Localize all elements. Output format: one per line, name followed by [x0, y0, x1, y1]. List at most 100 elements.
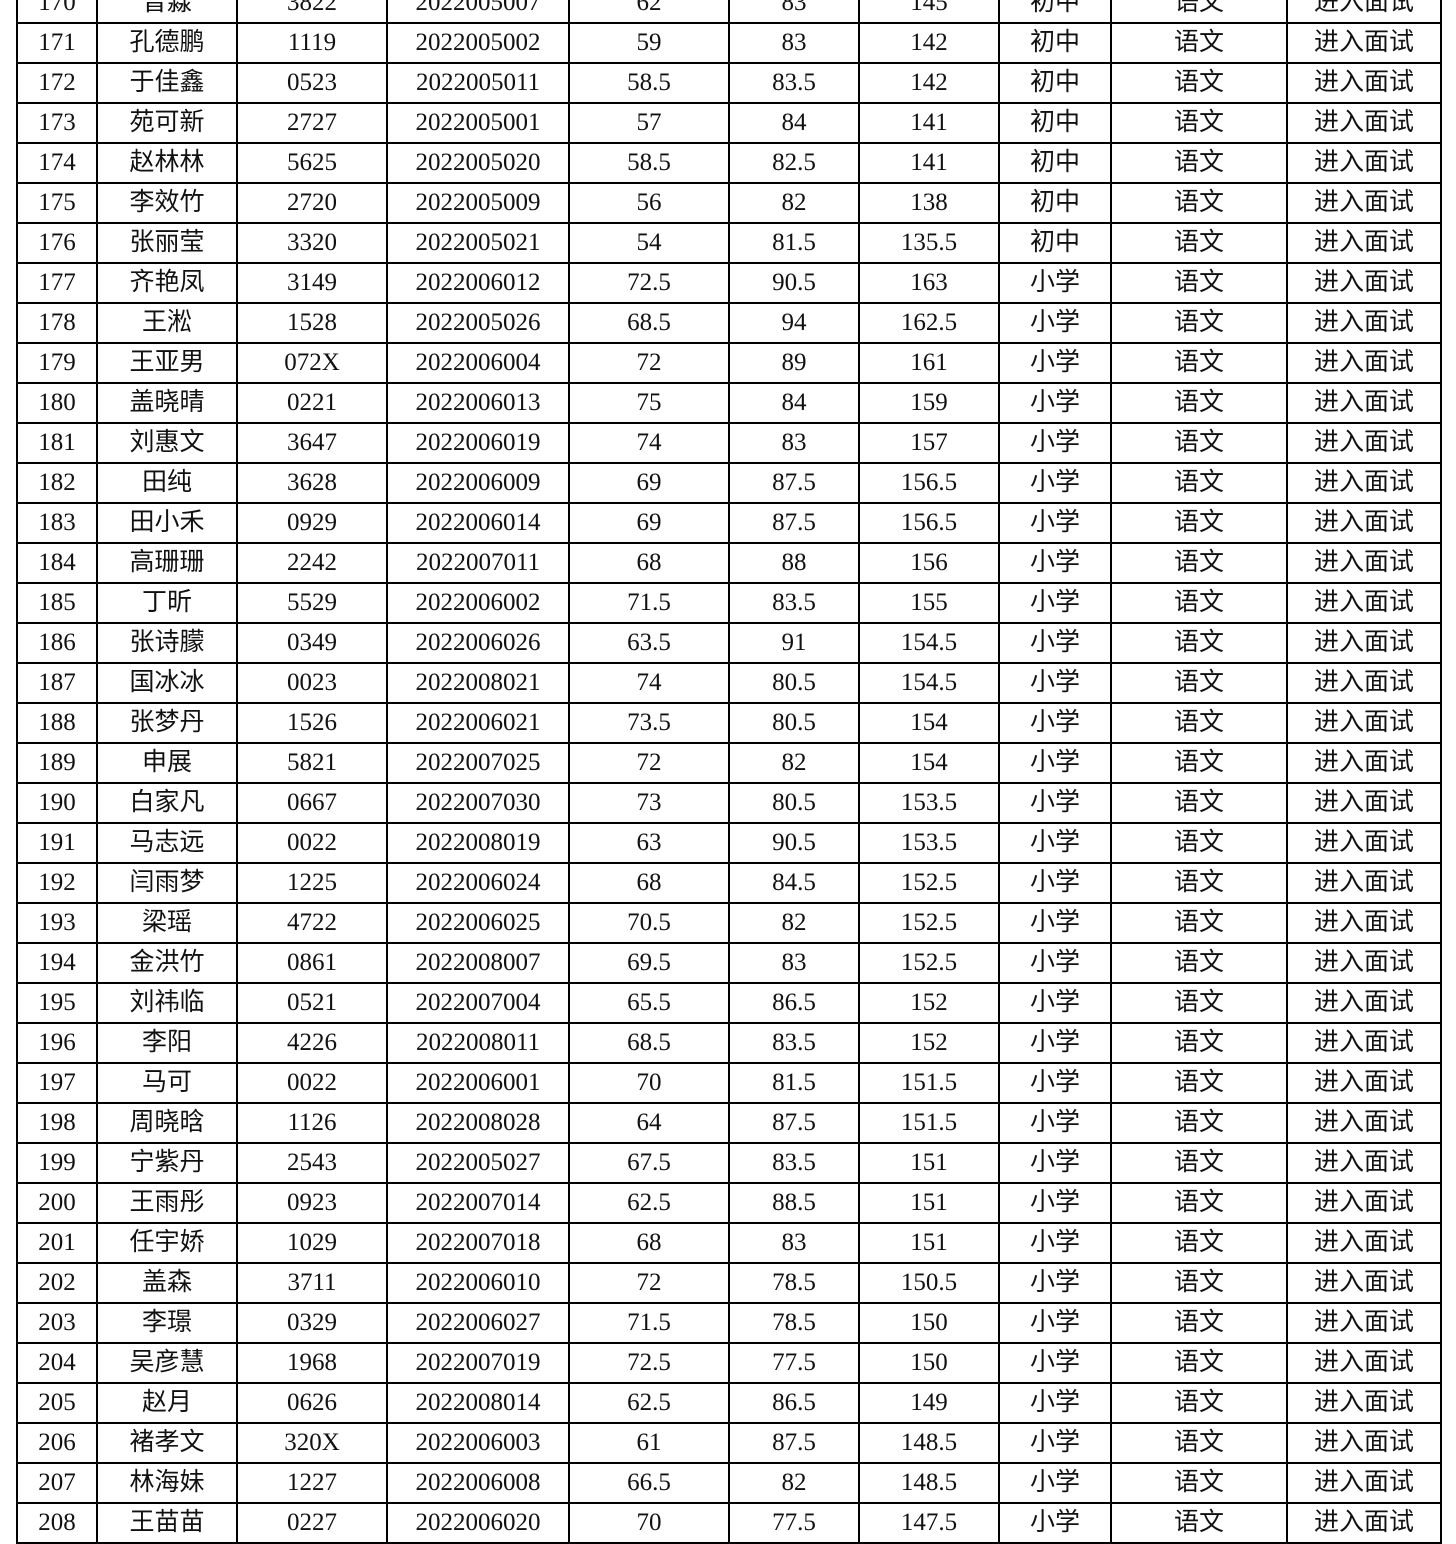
- cell-subject: 语文: [1110, 1222, 1288, 1264]
- cell-result: 进入面试: [1286, 262, 1442, 304]
- cell-total: 156.5: [858, 502, 1000, 544]
- cell-id-tail: 0023: [236, 662, 388, 704]
- cell-second-score: 83.5: [728, 62, 860, 104]
- cell-level: 初中: [998, 62, 1112, 104]
- cell-name: 王苗苗: [96, 1502, 238, 1544]
- cell-subject: 语文: [1110, 1062, 1288, 1104]
- table-row: 196 李阳 4226 2022008011 68.5 83.5 152 小学 语文 进入面试: [16, 1022, 1442, 1064]
- cell-name: 孔德鹏: [96, 22, 238, 64]
- cell-name: 闫雨梦: [96, 862, 238, 904]
- cell-result: 进入面试: [1286, 142, 1442, 184]
- cell-subject: 语文: [1110, 1102, 1288, 1144]
- table-row: 205 赵月 0626 2022008014 62.5 86.5 149 小学 语文 进入面试: [16, 1382, 1442, 1424]
- cell-level: 小学: [998, 1502, 1112, 1544]
- cell-result: 进入面试: [1286, 222, 1442, 264]
- cell-seq: 183: [16, 502, 98, 544]
- table-row: 179 王亚男 072X 2022006004 72 89 161 小学 语文 进入面试: [16, 342, 1442, 384]
- cell-seq: 176: [16, 222, 98, 264]
- cell-total: 154.5: [858, 622, 1000, 664]
- cell-written-score: 74: [568, 422, 730, 464]
- cell-total: 153.5: [858, 822, 1000, 864]
- cell-id-tail: 0349: [236, 622, 388, 664]
- cell-level: 小学: [998, 1382, 1112, 1424]
- table-row: 187 国冰冰 0023 2022008021 74 80.5 154.5 小学 语文 进入面试: [16, 662, 1442, 704]
- table-row: 171 孔德鹏 1119 2022005002 59 83 142 初中 语文 进入面试: [16, 22, 1442, 64]
- cell-result: 进入面试: [1286, 822, 1442, 864]
- cell-name: 田小禾: [96, 502, 238, 544]
- cell-written-score: 67.5: [568, 1142, 730, 1184]
- cell-result: 进入面试: [1286, 982, 1442, 1024]
- cell-result: 进入面试: [1286, 1302, 1442, 1344]
- cell-total: 151: [858, 1182, 1000, 1224]
- cell-name: 国冰冰: [96, 662, 238, 704]
- cell-subject: 语文: [1110, 502, 1288, 544]
- cell-result: 进入面试: [1286, 1262, 1442, 1304]
- cell-result: 进入面试: [1286, 422, 1442, 464]
- cell-seq: 180: [16, 382, 98, 424]
- cell-written-score: 54: [568, 222, 730, 264]
- cell-level: 小学: [998, 582, 1112, 624]
- cell-level: 小学: [998, 822, 1112, 864]
- cell-subject: 语文: [1110, 1342, 1288, 1384]
- cell-name: 王淞: [96, 302, 238, 344]
- cell-subject: 语文: [1110, 142, 1288, 184]
- cell-name: 李阳: [96, 1022, 238, 1064]
- table-row: 203 李璟 0329 2022006027 71.5 78.5 150 小学 语文 进入面试: [16, 1302, 1442, 1344]
- cell-name: 盖森: [96, 1262, 238, 1304]
- cell-total: 135.5: [858, 222, 1000, 264]
- table-row: 176 张丽莹 3320 2022005021 54 81.5 135.5 初中 语文 进入面试: [16, 222, 1442, 264]
- cell-total: 141: [858, 102, 1000, 144]
- cell-second-score: 87.5: [728, 462, 860, 504]
- cell-written-score: 69.5: [568, 942, 730, 984]
- cell-name: 田纯: [96, 462, 238, 504]
- cell-subject: 语文: [1110, 942, 1288, 984]
- table-row: 184 高珊珊 2242 2022007011 68 88 156 小学 语文 进入面试: [16, 542, 1442, 584]
- cell-subject: 语文: [1110, 862, 1288, 904]
- cell-subject: 语文: [1110, 542, 1288, 584]
- cell-result: 进入面试: [1286, 1022, 1442, 1064]
- cell-total: 145: [858, 0, 1000, 24]
- cell-id-tail: 5625: [236, 142, 388, 184]
- cell-exam-no: 2022008028: [386, 1102, 570, 1144]
- table-row: 189 申展 5821 2022007025 72 82 154 小学 语文 进入面试: [16, 742, 1442, 784]
- cell-subject: 语文: [1110, 742, 1288, 784]
- cell-written-score: 69: [568, 462, 730, 504]
- table-row: 188 张梦丹 1526 2022006021 73.5 80.5 154 小学 语文 进入面试: [16, 702, 1442, 744]
- cell-id-tail: 4226: [236, 1022, 388, 1064]
- cell-written-score: 65.5: [568, 982, 730, 1024]
- table-row: 199 宁紫丹 2543 2022005027 67.5 83.5 151 小学 语文 进入面试: [16, 1142, 1442, 1184]
- table-row: 172 于佳鑫 0523 2022005011 58.5 83.5 142 初中 语文 进入面试: [16, 62, 1442, 104]
- table-body: 170 曾淼 3822 2022005007 62 83 145 初中 语文 进入面试 171 孔德鹏…: [16, 0, 1442, 1544]
- cell-result: 进入面试: [1286, 502, 1442, 544]
- cell-second-score: 77.5: [728, 1502, 860, 1544]
- cell-result: 进入面试: [1286, 22, 1442, 64]
- cell-seq: 170: [16, 0, 98, 24]
- cell-name: 梁瑶: [96, 902, 238, 944]
- table-row: 207 林海妹 1227 2022006008 66.5 82 148.5 小学 语文 进入面试: [16, 1462, 1442, 1504]
- cell-name: 吴彦慧: [96, 1342, 238, 1384]
- table-row: 186 张诗朦 0349 2022006026 63.5 91 154.5 小学 语文 进入面试: [16, 622, 1442, 664]
- cell-level: 初中: [998, 182, 1112, 224]
- cell-written-score: 72.5: [568, 262, 730, 304]
- cell-total: 150: [858, 1342, 1000, 1384]
- table-row: 170 曾淼 3822 2022005007 62 83 145 初中 语文 进入面试: [16, 0, 1442, 24]
- cell-id-tail: 5529: [236, 582, 388, 624]
- cell-seq: 204: [16, 1342, 98, 1384]
- cell-id-tail: 3822: [236, 0, 388, 24]
- cell-result: 进入面试: [1286, 462, 1442, 504]
- table-row: 208 王苗苗 0227 2022006020 70 77.5 147.5 小学 语文 进入面试: [16, 1502, 1442, 1544]
- cell-total: 152.5: [858, 862, 1000, 904]
- cell-result: 进入面试: [1286, 902, 1442, 944]
- cell-seq: 197: [16, 1062, 98, 1104]
- cell-seq: 199: [16, 1142, 98, 1184]
- cell-total: 163: [858, 262, 1000, 304]
- cell-subject: 语文: [1110, 1462, 1288, 1504]
- cell-total: 141: [858, 142, 1000, 184]
- cell-name: 张诗朦: [96, 622, 238, 664]
- cell-second-score: 83: [728, 942, 860, 984]
- cell-seq: 189: [16, 742, 98, 784]
- cell-name: 金洪竹: [96, 942, 238, 984]
- cell-total: 153.5: [858, 782, 1000, 824]
- cell-level: 小学: [998, 702, 1112, 744]
- table-row: 191 马志远 0022 2022008019 63 90.5 153.5 小学 语文 进入面试: [16, 822, 1442, 864]
